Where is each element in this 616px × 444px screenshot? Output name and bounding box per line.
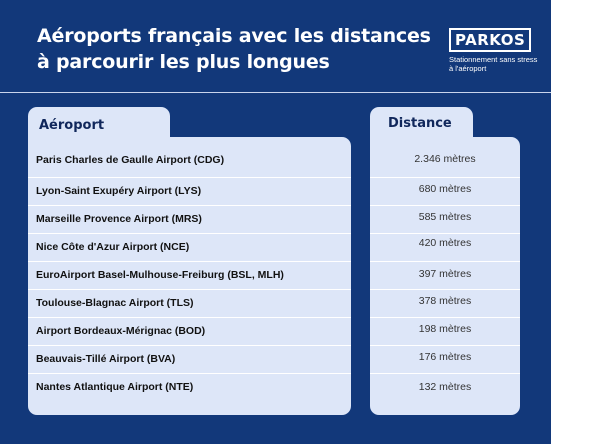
- distance-value: 397 mètres: [418, 268, 472, 280]
- airport-header-label: Aéroport: [39, 118, 105, 133]
- table-row: EuroAirport Basel-Mulhouse-Freiburg (BSL…: [28, 261, 351, 289]
- table-row: 132 mètres: [370, 373, 520, 401]
- table-row: 397 mètres: [370, 261, 520, 289]
- table-row: 680 mètres: [370, 177, 520, 205]
- table-row: Airport Bordeaux-Mérignac (BOD): [28, 317, 351, 345]
- airport-name: Marseille Provence Airport (MRS): [36, 213, 202, 225]
- parkos-logo: PARKOS Stationnement sans stress à l'aér…: [449, 28, 539, 73]
- infographic-card: Aéroports français avec les distances à …: [0, 0, 551, 444]
- airport-name: Beauvais-Tillé Airport (BVA): [36, 353, 176, 365]
- table-row: Beauvais-Tillé Airport (BVA): [28, 345, 351, 373]
- page-title: Aéroports français avec les distances à …: [37, 25, 431, 73]
- distance-value: 132 mètres: [418, 381, 472, 393]
- airport-name: Nantes Atlantique Airport (NTE): [36, 381, 194, 393]
- table-row: Lyon-Saint Exupéry Airport (LYS): [28, 177, 351, 205]
- logo-brand: PARKOS: [449, 28, 532, 52]
- table-row: Nice Côte d'Azur Airport (NCE): [28, 233, 351, 261]
- distance-value: 680 mètres: [418, 183, 472, 195]
- table-row: 378 mètres: [370, 289, 520, 317]
- distance-header-label: Distance: [388, 116, 452, 131]
- distance-value: 176 mètres: [418, 351, 472, 363]
- airport-name: Toulouse-Blagnac Airport (TLS): [36, 297, 194, 309]
- header-divider: [0, 92, 551, 93]
- table-row: 420 mètres: [370, 233, 520, 261]
- distance-value: 420 mètres: [418, 237, 472, 249]
- table-row: 176 mètres: [370, 345, 520, 373]
- airport-name: Paris Charles de Gaulle Airport (CDG): [36, 154, 225, 166]
- table-row: Toulouse-Blagnac Airport (TLS): [28, 289, 351, 317]
- airport-name: Lyon-Saint Exupéry Airport (LYS): [36, 185, 202, 197]
- table-row: Nantes Atlantique Airport (NTE): [28, 373, 351, 401]
- table-row: 585 mètres: [370, 205, 520, 233]
- table-row: Marseille Provence Airport (MRS): [28, 205, 351, 233]
- airport-name: EuroAirport Basel-Mulhouse-Freiburg (BSL…: [36, 269, 284, 281]
- airport-column: Paris Charles de Gaulle Airport (CDG) Lyo…: [28, 137, 351, 415]
- distance-value: 378 mètres: [418, 295, 472, 307]
- distance-value: 2.346 mètres: [414, 153, 476, 165]
- airport-name: Airport Bordeaux-Mérignac (BOD): [36, 325, 206, 337]
- table-row: Paris Charles de Gaulle Airport (CDG): [28, 147, 351, 177]
- distance-value: 198 mètres: [418, 323, 472, 335]
- table-row: 198 mètres: [370, 317, 520, 345]
- table-row: 2.346 mètres: [370, 147, 520, 177]
- logo-tagline: Stationnement sans stress à l'aéroport: [449, 55, 538, 73]
- airport-name: Nice Côte d'Azur Airport (NCE): [36, 241, 190, 253]
- distance-column: 2.346 mètres 680 mètres 585 mètres 420 mètr…: [370, 137, 520, 415]
- distance-value: 585 mètres: [418, 211, 472, 223]
